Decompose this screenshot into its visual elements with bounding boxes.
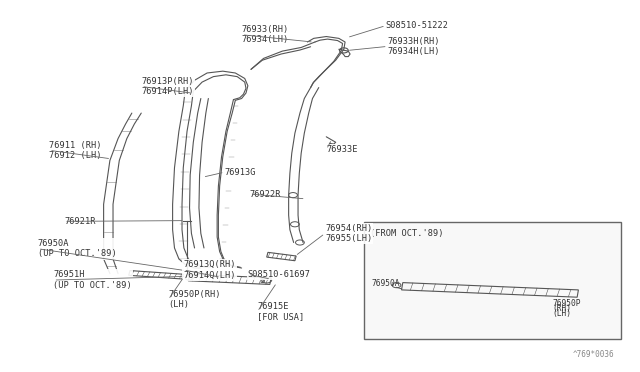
- Text: 76951H
(UP TO OCT.'89): 76951H (UP TO OCT.'89): [54, 270, 132, 290]
- Text: ^769*0036: ^769*0036: [573, 350, 615, 359]
- FancyBboxPatch shape: [364, 222, 621, 339]
- Text: 76933H(RH)
76934H(LH): 76933H(RH) 76934H(LH): [388, 37, 440, 56]
- Text: 76933E: 76933E: [326, 145, 358, 154]
- Text: 76913Q(RH)
76914Q(LH): 76913Q(RH) 76914Q(LH): [183, 260, 236, 279]
- Text: 76911 (RH)
76912 (LH): 76911 (RH) 76912 (LH): [49, 141, 102, 160]
- Text: 76933(RH)
76934(LH): 76933(RH) 76934(LH): [242, 25, 289, 44]
- Text: 76922R: 76922R: [250, 189, 281, 199]
- Text: 76950A: 76950A: [371, 279, 400, 288]
- Text: S: S: [260, 276, 265, 285]
- Text: 76950P(RH)
(LH): 76950P(RH) (LH): [168, 290, 221, 310]
- Text: 76915E
[FOR USA]: 76915E [FOR USA]: [257, 302, 305, 321]
- Text: 76954(RH)
76955(LH): 76954(RH) 76955(LH): [325, 224, 372, 243]
- Text: 76950A
(UP TO OCT.'89): 76950A (UP TO OCT.'89): [38, 239, 116, 259]
- Text: (FROM OCT.'89): (FROM OCT.'89): [370, 229, 444, 238]
- Text: S08510-61697: S08510-61697: [248, 270, 311, 279]
- Text: (LH): (LH): [552, 309, 571, 318]
- Text: 76950P: 76950P: [552, 299, 580, 308]
- Text: S08510-51222: S08510-51222: [386, 21, 449, 30]
- Text: 76913P(RH)
76914P(LH): 76913P(RH) 76914P(LH): [141, 77, 194, 96]
- Text: 76921R: 76921R: [64, 217, 95, 226]
- Text: 76913G: 76913G: [225, 168, 256, 177]
- Text: (RH): (RH): [552, 304, 571, 314]
